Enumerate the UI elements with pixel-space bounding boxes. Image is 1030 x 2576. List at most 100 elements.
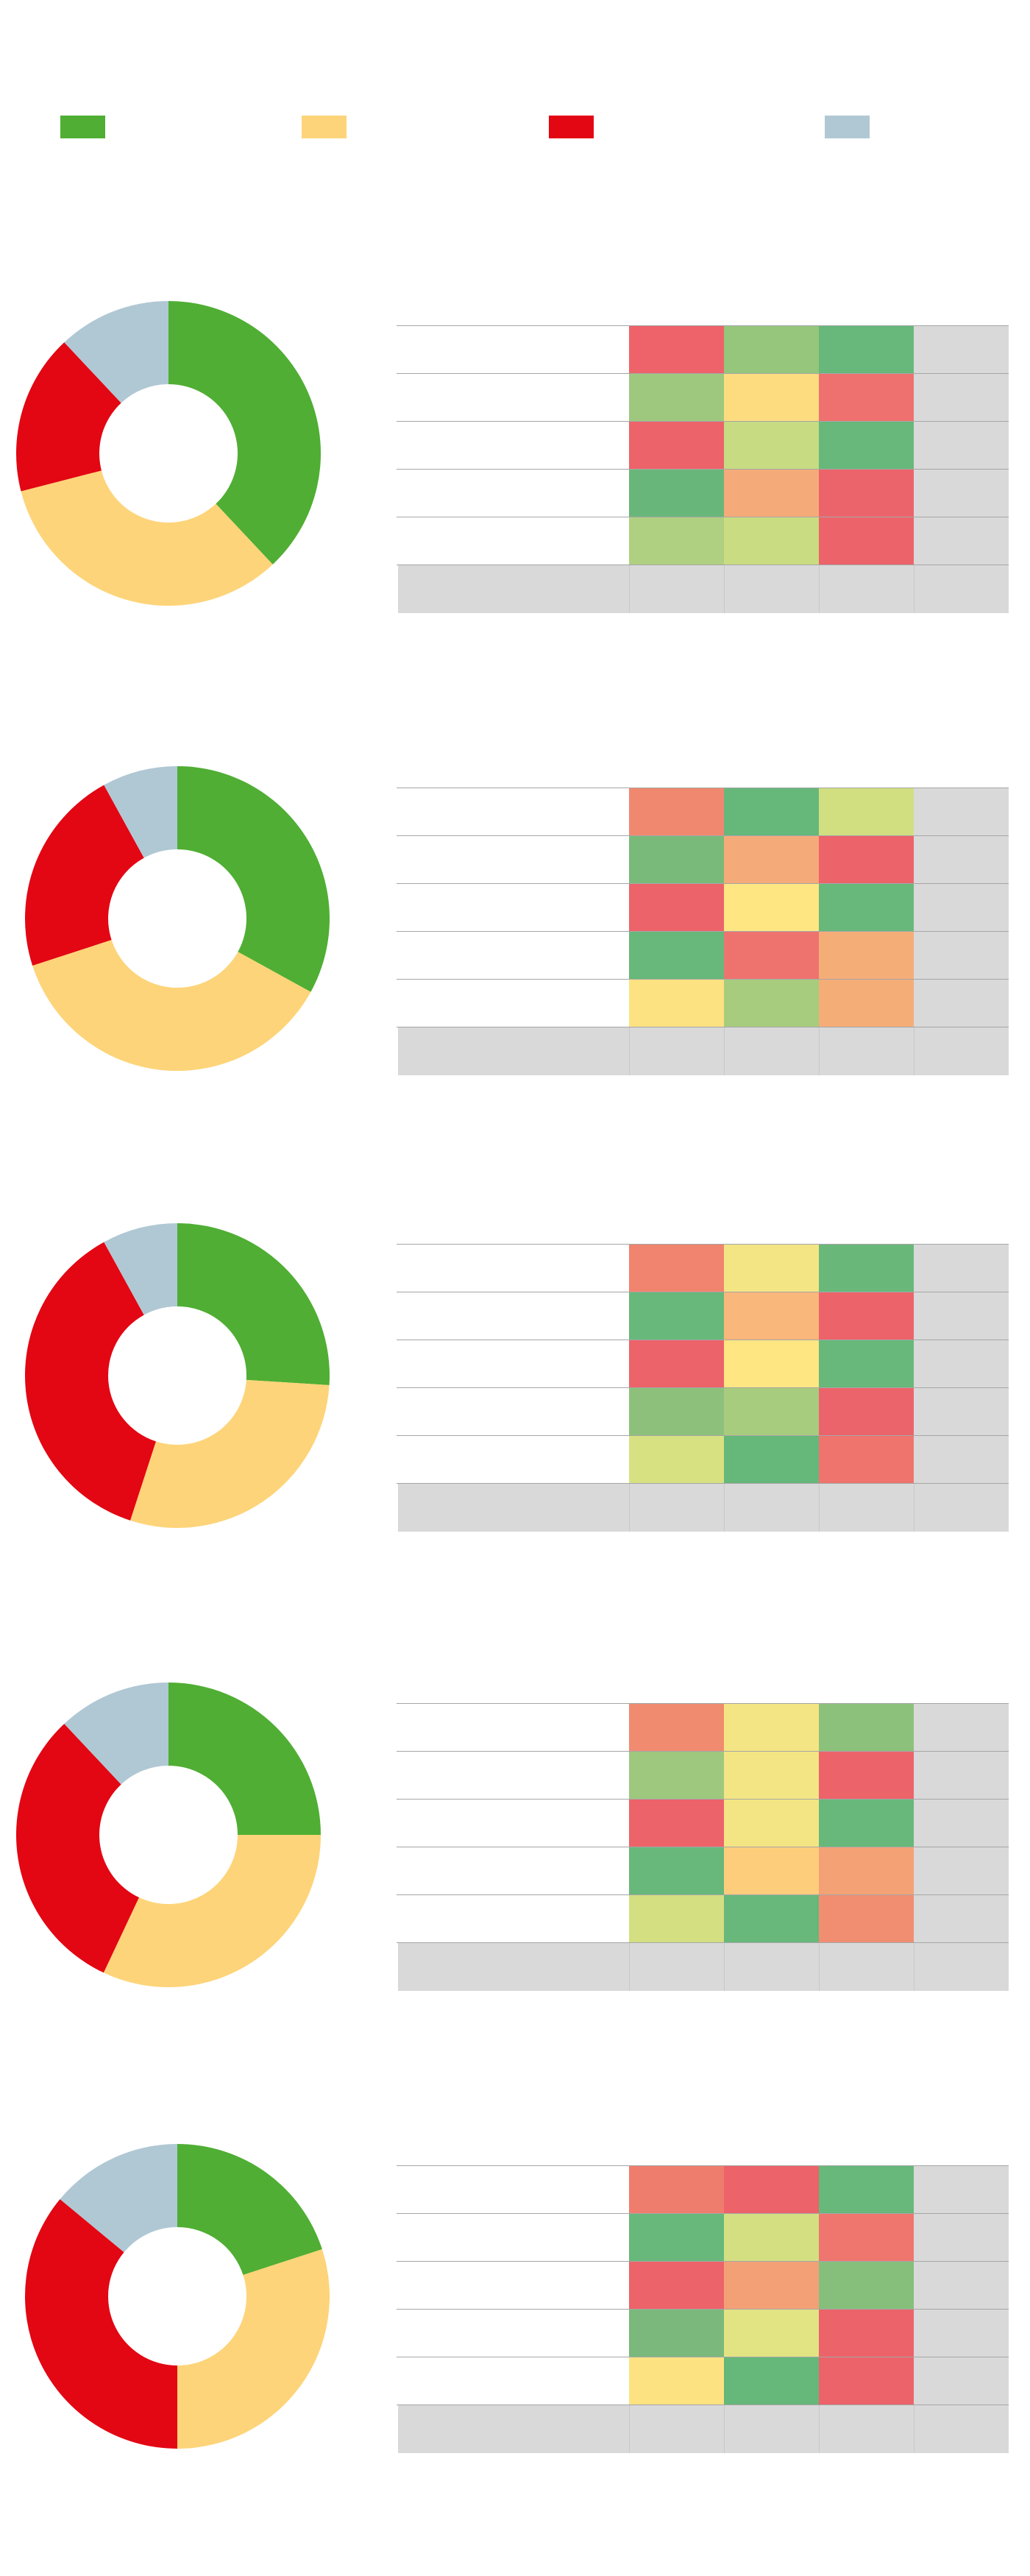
heatmap-cell bbox=[724, 788, 819, 835]
heatmap-cell bbox=[819, 788, 914, 835]
total-column-cell bbox=[914, 1245, 1009, 1292]
heatmap-cell bbox=[819, 836, 914, 883]
total-column-cell bbox=[914, 1752, 1009, 1799]
heatmap-cell bbox=[724, 326, 819, 373]
row-label-cell bbox=[397, 1340, 629, 1387]
heatmap-cell bbox=[819, 517, 914, 565]
chart-section-1 bbox=[0, 287, 1030, 618]
donut-slice-2 bbox=[103, 1835, 321, 1987]
total-column-cell bbox=[914, 422, 1009, 469]
donut-slice-4 bbox=[104, 766, 177, 858]
row-label-cell bbox=[397, 470, 629, 517]
chart-section-5 bbox=[0, 2127, 1030, 2458]
total-column-cell bbox=[914, 1340, 1009, 1387]
legend-swatch-1 bbox=[60, 116, 105, 138]
grid-line bbox=[397, 1942, 1009, 1943]
heatmap-cell bbox=[819, 980, 914, 1027]
row-label-cell bbox=[397, 2262, 629, 2309]
grid-line bbox=[397, 325, 1009, 326]
total-row bbox=[398, 1943, 1009, 1991]
row-label-cell bbox=[397, 326, 629, 373]
heatmap-cell bbox=[724, 1292, 819, 1340]
heatmap-cell bbox=[629, 980, 724, 1027]
total-column-cell bbox=[914, 884, 1009, 931]
row-label-cell bbox=[397, 1752, 629, 1799]
heatmap-cell bbox=[629, 1436, 724, 1483]
heatmap-cell bbox=[629, 374, 724, 421]
grid-line bbox=[397, 421, 1009, 422]
heatmap-cell bbox=[724, 1388, 819, 1435]
grid-line bbox=[397, 1435, 1009, 1436]
heatmap-cell bbox=[819, 2357, 914, 2405]
grid-line bbox=[397, 979, 1009, 980]
heatmap-cell bbox=[724, 422, 819, 469]
total-row-divider bbox=[629, 2405, 630, 2453]
donut-slice-3 bbox=[15, 1724, 139, 1973]
legend-swatch-4 bbox=[825, 116, 870, 138]
row-label-cell bbox=[397, 1895, 629, 1942]
heatmap-cell bbox=[724, 836, 819, 883]
heatmap-cell bbox=[724, 1895, 819, 1942]
chart-section-2 bbox=[0, 749, 1030, 1080]
total-column-cell bbox=[914, 932, 1009, 979]
grid-line bbox=[397, 1751, 1009, 1752]
heatmap-cell bbox=[819, 1292, 914, 1340]
total-row-divider bbox=[629, 1484, 630, 1532]
heatmap-cell bbox=[819, 1436, 914, 1483]
heatmap-cell bbox=[724, 517, 819, 565]
heatmap-cell bbox=[819, 422, 914, 469]
heatmap-cell bbox=[629, 1895, 724, 1942]
grid-line bbox=[397, 931, 1009, 932]
heatmap-cell bbox=[724, 1245, 819, 1292]
heatmap-cell bbox=[724, 1800, 819, 1847]
heatmap-cell bbox=[819, 1340, 914, 1387]
donut-slice-3 bbox=[24, 785, 144, 966]
total-column-cell bbox=[914, 1436, 1009, 1483]
total-column-cell bbox=[914, 2166, 1009, 2213]
heatmap-table-4 bbox=[0, 1665, 1030, 1996]
heatmap-cell bbox=[819, 884, 914, 931]
heatmap-cell bbox=[724, 884, 819, 931]
heatmap-cell bbox=[724, 2357, 819, 2405]
row-label-cell bbox=[397, 1800, 629, 1847]
donut-slice-1 bbox=[168, 1682, 321, 1835]
total-row-divider bbox=[724, 565, 725, 613]
heatmap-cell bbox=[724, 1436, 819, 1483]
total-column-cell bbox=[914, 326, 1009, 373]
row-label-cell bbox=[397, 517, 629, 565]
row-label-cell bbox=[397, 836, 629, 883]
donut-slice-2 bbox=[21, 470, 273, 606]
grid-line bbox=[397, 2165, 1009, 2166]
grid-line bbox=[397, 2309, 1009, 2310]
heatmap-cell bbox=[629, 1340, 724, 1387]
heatmap-cell bbox=[724, 1847, 819, 1894]
chart-section-3 bbox=[0, 1206, 1030, 1537]
chart-section-4 bbox=[0, 1665, 1030, 1996]
row-label-cell bbox=[397, 2166, 629, 2213]
donut-slice-2 bbox=[32, 940, 311, 1071]
donut-slice-1 bbox=[168, 301, 322, 565]
row-label-cell bbox=[397, 2310, 629, 2357]
row-label-cell bbox=[397, 1388, 629, 1435]
heatmap-cell bbox=[819, 1800, 914, 1847]
heatmap-cell bbox=[819, 2310, 914, 2357]
row-label-cell bbox=[397, 1704, 629, 1751]
heatmap-cell bbox=[819, 2262, 914, 2309]
heatmap-cell bbox=[819, 1895, 914, 1942]
donut-slice-4 bbox=[64, 301, 168, 403]
total-column-cell bbox=[914, 836, 1009, 883]
grid-line bbox=[397, 1799, 1009, 1800]
total-column-cell bbox=[914, 1704, 1009, 1751]
heatmap-cell bbox=[629, 1245, 724, 1292]
heatmap-table-1 bbox=[0, 287, 1030, 618]
heatmap-cell bbox=[629, 1292, 724, 1340]
grid-line bbox=[397, 2261, 1009, 2262]
legend-swatch-3 bbox=[549, 116, 594, 138]
heatmap-cell bbox=[629, 470, 724, 517]
donut-slice-1 bbox=[177, 766, 330, 992]
donut-chart-3 bbox=[25, 1223, 330, 1528]
total-column-cell bbox=[914, 1895, 1009, 1942]
donut-slice-3 bbox=[24, 2199, 177, 2449]
heatmap-cell bbox=[629, 2310, 724, 2357]
row-label-cell bbox=[397, 1436, 629, 1483]
